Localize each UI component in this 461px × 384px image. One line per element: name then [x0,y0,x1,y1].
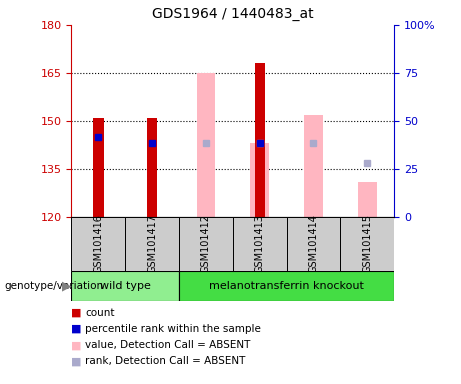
Bar [71,271,179,301]
Text: GSM101412: GSM101412 [201,214,211,273]
Text: ■: ■ [71,340,82,350]
Text: ■: ■ [71,324,82,334]
Bar [340,217,394,271]
Text: ▶: ▶ [62,280,72,293]
Text: wild type: wild type [100,281,151,291]
Bar [93,118,104,217]
Text: GSM101417: GSM101417 [147,214,157,273]
Bar [254,63,265,217]
Bar [287,217,340,271]
Bar [179,217,233,271]
Bar [358,182,377,217]
Bar [233,217,287,271]
Text: GSM101413: GSM101413 [254,214,265,273]
Text: percentile rank within the sample: percentile rank within the sample [85,324,261,334]
Bar [250,143,269,217]
Text: ■: ■ [71,356,82,366]
Text: count: count [85,308,115,318]
Bar [179,271,394,301]
Text: GSM101416: GSM101416 [93,214,103,273]
Bar [304,114,323,217]
Bar [71,217,125,271]
Bar [125,217,179,271]
Text: GSM101414: GSM101414 [308,214,319,273]
Text: ■: ■ [71,308,82,318]
Text: GSM101415: GSM101415 [362,214,372,273]
Text: rank, Detection Call = ABSENT: rank, Detection Call = ABSENT [85,356,246,366]
Bar [196,73,215,217]
Text: genotype/variation: genotype/variation [5,281,104,291]
Title: GDS1964 / 1440483_at: GDS1964 / 1440483_at [152,7,313,21]
Text: value, Detection Call = ABSENT: value, Detection Call = ABSENT [85,340,251,350]
Text: melanotransferrin knockout: melanotransferrin knockout [209,281,364,291]
Bar [147,118,157,217]
